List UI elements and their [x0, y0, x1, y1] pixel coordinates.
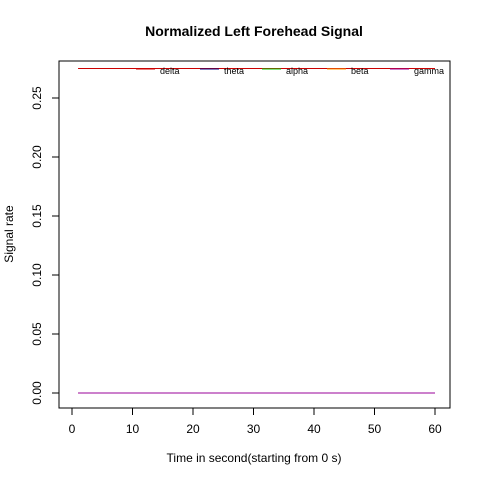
y-tick-label: 0.25 [30, 86, 44, 110]
legend-label-gamma: gamma [414, 66, 444, 76]
x-axis-title: Time in second(starting from 0 s) [167, 451, 342, 465]
legend-label-alpha: alpha [286, 66, 308, 76]
y-tick-label: 0.15 [30, 204, 44, 228]
y-axis-title: Signal rate [2, 205, 16, 263]
legend-label-theta: theta [224, 66, 244, 76]
legend: delta theta alpha beta gamma [136, 66, 444, 76]
y-axis: 0.00 0.05 0.10 0.15 0.20 0.25 [30, 86, 60, 405]
legend-label-delta: delta [160, 66, 180, 76]
x-tick-label: 10 [126, 422, 140, 436]
x-tick-label: 60 [428, 422, 442, 436]
y-tick-label: 0.10 [30, 263, 44, 287]
x-tick-label: 50 [368, 422, 382, 436]
chart-title: Normalized Left Forehead Signal [145, 23, 363, 39]
x-tick-label: 0 [69, 422, 76, 436]
x-axis: 0 10 20 30 40 50 60 [69, 407, 442, 436]
legend-label-beta: beta [351, 66, 369, 76]
x-tick-label: 40 [307, 422, 321, 436]
y-tick-label: 0.00 [30, 381, 44, 405]
y-tick-label: 0.20 [30, 145, 44, 169]
x-tick-label: 20 [186, 422, 200, 436]
y-tick-label: 0.05 [30, 322, 44, 346]
x-tick-label: 30 [247, 422, 261, 436]
